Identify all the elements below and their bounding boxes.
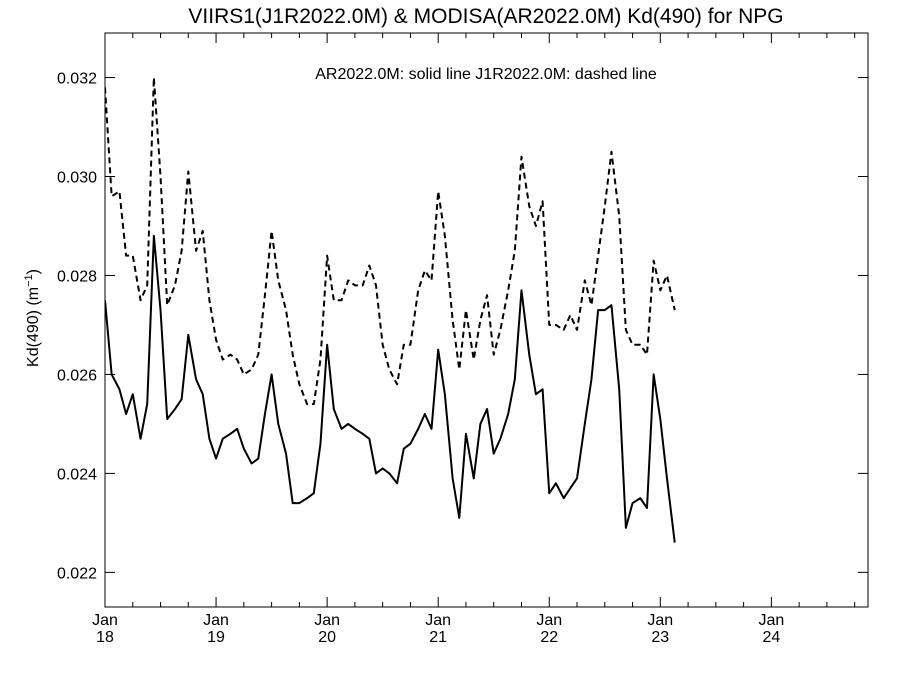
y-tick-label: 0.030 — [57, 170, 97, 187]
x-tick-label-month: Jan — [314, 612, 340, 629]
x-tick-label-month: Jan — [203, 612, 229, 629]
x-tick-label-month: Jan — [92, 612, 118, 629]
plot-area: 0.0220.0240.0260.0280.0300.032Jan18Jan19… — [57, 32, 869, 646]
x-tick-label-month: Jan — [425, 612, 451, 629]
plot-frame — [104, 32, 869, 608]
y-axis-label-exponent: −1 — [23, 274, 35, 287]
y-tick-label: 0.032 — [57, 71, 97, 88]
series-line-j1r2022-0m — [105, 76, 676, 406]
x-tick-label-month: Jan — [758, 612, 784, 629]
x-tick-label-year: 18 — [96, 629, 114, 646]
y-axis-label: Kd(490) (m−1) — [23, 269, 42, 367]
x-tick-label-year: 19 — [207, 629, 225, 646]
chart-title: VIIRS1(J1R2022.0M) & MODISA(AR2022.0M) K… — [188, 5, 783, 28]
x-tick-label-year: 22 — [540, 629, 558, 646]
x-tick-label-month: Jan — [536, 612, 562, 629]
x-tick-label-year: 21 — [429, 629, 447, 646]
x-tick-label-month: Jan — [647, 612, 673, 629]
x-tick-label-year: 24 — [762, 629, 780, 646]
y-tick-label: 0.024 — [57, 466, 97, 483]
x-tick-label-year: 20 — [318, 629, 336, 646]
y-tick-label: 0.022 — [57, 565, 97, 582]
x-tick-label-year: 23 — [651, 629, 669, 646]
y-axis-label-close: ) — [25, 269, 42, 274]
y-tick-label: 0.026 — [57, 367, 97, 384]
y-tick-label: 0.028 — [57, 268, 97, 285]
line-style-annotation: AR2022.0M: solid line J1R2022.0M: dashed… — [315, 66, 657, 83]
series-line-ar2022-0m — [105, 234, 676, 543]
y-axis-label-main: Kd(490) (m — [25, 287, 42, 367]
